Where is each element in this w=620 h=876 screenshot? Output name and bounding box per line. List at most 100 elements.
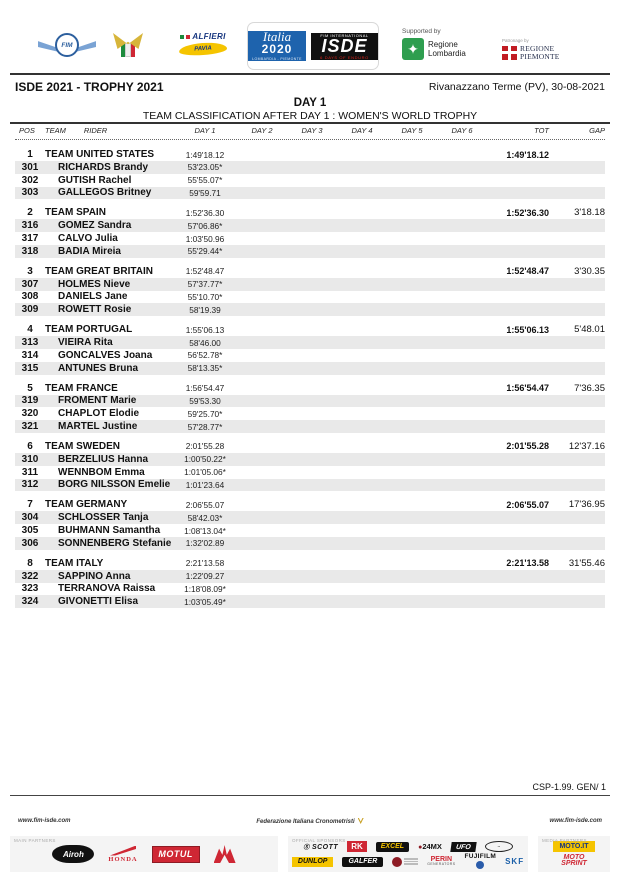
pavia-wordmark: PAVIA [178, 41, 228, 57]
rider-row: 321 MARTEL Justine 57'28.77* [15, 420, 605, 433]
subtitle-divider [10, 122, 610, 124]
rider-name: GUTISH Rachel [58, 174, 132, 186]
official-sponsors-label: OFFICIAL SPONSORS [292, 838, 346, 843]
col-day3: DAY 3 [301, 126, 323, 135]
rider-rows: 313 VIEIRA Rita 58'46.00 314 GONCALVES J… [15, 336, 605, 375]
media-partners-panel: MEDIA PARTNERS MOTO.IT MOTO SPRINT [538, 836, 610, 872]
patronage-by-label: Patronage by [502, 38, 529, 43]
rider-name: BUHMANN Samantha [58, 525, 161, 537]
italia-region-line: LOMBARDIA - PIEMONTE [252, 57, 302, 61]
rider-name: HOLMES Nieve [58, 278, 131, 290]
rider-day1-time: 1:00'50.22* [184, 454, 226, 465]
rider-row: 309 ROWETT Rosie 58'19.39 [15, 303, 605, 317]
rider-number: 306 [21, 537, 39, 549]
partner-panels: MAIN PARTNERS Airoh HONDA MOTUL OFFICIAL… [10, 836, 610, 872]
team-day1-time: 1:52'36.30 [185, 207, 225, 218]
consorzio-vini-logo [392, 856, 419, 867]
rider-row: 318 BADIA Mireia 55'29.44* [15, 244, 605, 258]
col-day4: DAY 4 [351, 126, 373, 135]
italia2020-isde-logo: Italia 2020 LOMBARDIA - PIEMONTE FIM INT… [248, 23, 378, 69]
rider-day1-time: 55'29.44* [187, 246, 223, 257]
table-header-row: POS TEAM RIDER DAY 1 DAY 2 DAY 3 DAY 4 DA… [15, 126, 605, 140]
rider-name: DANIELS Jane [58, 291, 128, 303]
team-position: 6 [27, 440, 33, 452]
team-name: TEAM SPAIN [45, 207, 106, 219]
rider-row: 312 BORG NILSSON Emelie 1:01'23.64 [15, 478, 605, 492]
rider-day1-time: 59'53.30 [189, 395, 221, 406]
team-day1-time: 1:56'54.47 [185, 383, 225, 394]
rider-number: 319 [21, 395, 39, 407]
event-title: ISDE 2021 - TROPHY 2021 [15, 80, 164, 94]
team-day1-time: 2:06'55.07 [185, 499, 225, 510]
main-partners-panel: MAIN PARTNERS Airoh HONDA MOTUL [10, 836, 278, 872]
rider-name: WENNBOM Emma [58, 466, 145, 478]
rider-name: CALVO Julia [58, 233, 118, 245]
document-code: CSP-1.99. GEN/ 1 [532, 782, 606, 792]
supported-by-label: Supported by [402, 28, 441, 35]
rider-rows: 307 HOLMES Nieve 57'37.77* 308 DANIELS J… [15, 277, 605, 317]
team-gap: 3'30.35 [574, 265, 605, 277]
rider-rows: 310 BERZELIUS Hanna 1:00'50.22* 311 WENN… [15, 452, 605, 492]
fim-badge: FIM [55, 33, 79, 57]
header-divider [10, 73, 610, 75]
italia-script: Italia [262, 29, 292, 44]
rider-name: GOMEZ Sandra [58, 220, 132, 232]
rider-name: VIEIRA Rita [58, 337, 113, 349]
rider-name: FROMENT Marie [58, 395, 137, 407]
team-total-time: 2:21'13.58 [506, 558, 549, 569]
footer-divider [10, 795, 610, 796]
team-row: 1 TEAM UNITED STATES 1:49'18.12 1:49'18.… [15, 148, 605, 161]
classification-subtitle: TEAM CLASSIFICATION AFTER DAY 1 : WOMEN'… [142, 110, 478, 122]
official-sponsors-panel: OFFICIAL SPONSORS SCOTT RK EXCEL 24MX UF… [288, 836, 528, 872]
rider-number: 304 [21, 512, 39, 524]
motoit-logo: MOTO.IT [553, 840, 595, 852]
consorzio-seal-icon [392, 856, 403, 867]
rider-day1-time: 57'06.86* [187, 220, 223, 231]
rider-number: 310 [21, 453, 39, 465]
rider-number: 307 [21, 278, 39, 290]
rider-number: 313 [21, 337, 39, 349]
rider-day1-time: 58'46.00 [189, 337, 221, 348]
team-gap: 31'55.46 [568, 557, 605, 569]
team-total-time: 1:52'36.30 [506, 207, 549, 218]
rider-name: GONCALVES Joana [58, 349, 153, 361]
rider-day1-time: 53'23.05* [187, 162, 223, 173]
rider-row: 319 FROMENT Marie 59'53.30 [15, 394, 605, 408]
rider-row: 302 GUTISH Rachel 55'55.07* [15, 174, 605, 187]
rider-name: SAPPINO Anna [58, 570, 131, 582]
team-name: TEAM FRANCE [45, 382, 118, 394]
enduro-line: 6 DAYS OF ENDURO [320, 54, 369, 60]
team-row: 7 TEAM GERMANY 2:06'55.07 2:06'55.07 17'… [15, 498, 605, 511]
rider-name: GIVONETTI Elisa [58, 596, 139, 608]
fim-wing-right-icon [77, 41, 96, 52]
team-total-time: 1:56'54.47 [506, 383, 549, 394]
rider-day1-time: 1:18'08.09* [184, 583, 226, 594]
rider-name: ROWETT Rosie [58, 304, 132, 316]
rider-rows: 322 SAPPINO Anna 1:22'09.27 323 TERRANOV… [15, 569, 605, 609]
rider-row: 308 DANIELS Jane 55'10.70* [15, 291, 605, 304]
rider-number: 324 [21, 596, 39, 608]
sponsors-row-1: SCOTT RK EXCEL 24MX UFO ~ [303, 841, 513, 852]
team-block: 3 TEAM GREAT BRITAIN 1:52'48.47 1:52'48.… [15, 265, 605, 317]
team-position: 3 [27, 265, 33, 277]
team-block: 5 TEAM FRANCE 1:56'54.47 1:56'54.47 7'36… [15, 382, 605, 433]
ficr-logo-icon [357, 818, 364, 824]
isde-wordmark: ISDE [321, 35, 368, 56]
rider-number: 305 [21, 525, 39, 537]
rider-day1-time: 1:03'05.49* [184, 596, 226, 607]
rider-row: 313 VIEIRA Rita 58'46.00 [15, 336, 605, 349]
team-total-time: 2:06'55.07 [506, 499, 549, 510]
team-position: 2 [27, 207, 33, 219]
rider-number: 316 [21, 220, 39, 232]
rider-row: 311 WENNBOM Emma 1:01'05.06* [15, 466, 605, 479]
sponsors-row-2: DUNLOP GALFER PERIN GENERATORS FUJIFILM … [291, 853, 524, 869]
team-position: 1 [27, 149, 33, 160]
team-name: TEAM PORTUGAL [45, 324, 133, 336]
rider-number: 312 [21, 479, 39, 491]
team-day1-time: 2:21'13.58 [185, 558, 225, 569]
rider-name: SONNENBERG Stefanie [58, 537, 172, 549]
team-position: 4 [27, 324, 33, 336]
fim-international-line: FIM INTERNATIONAL [320, 32, 369, 38]
col-day6: DAY 6 [451, 126, 473, 135]
